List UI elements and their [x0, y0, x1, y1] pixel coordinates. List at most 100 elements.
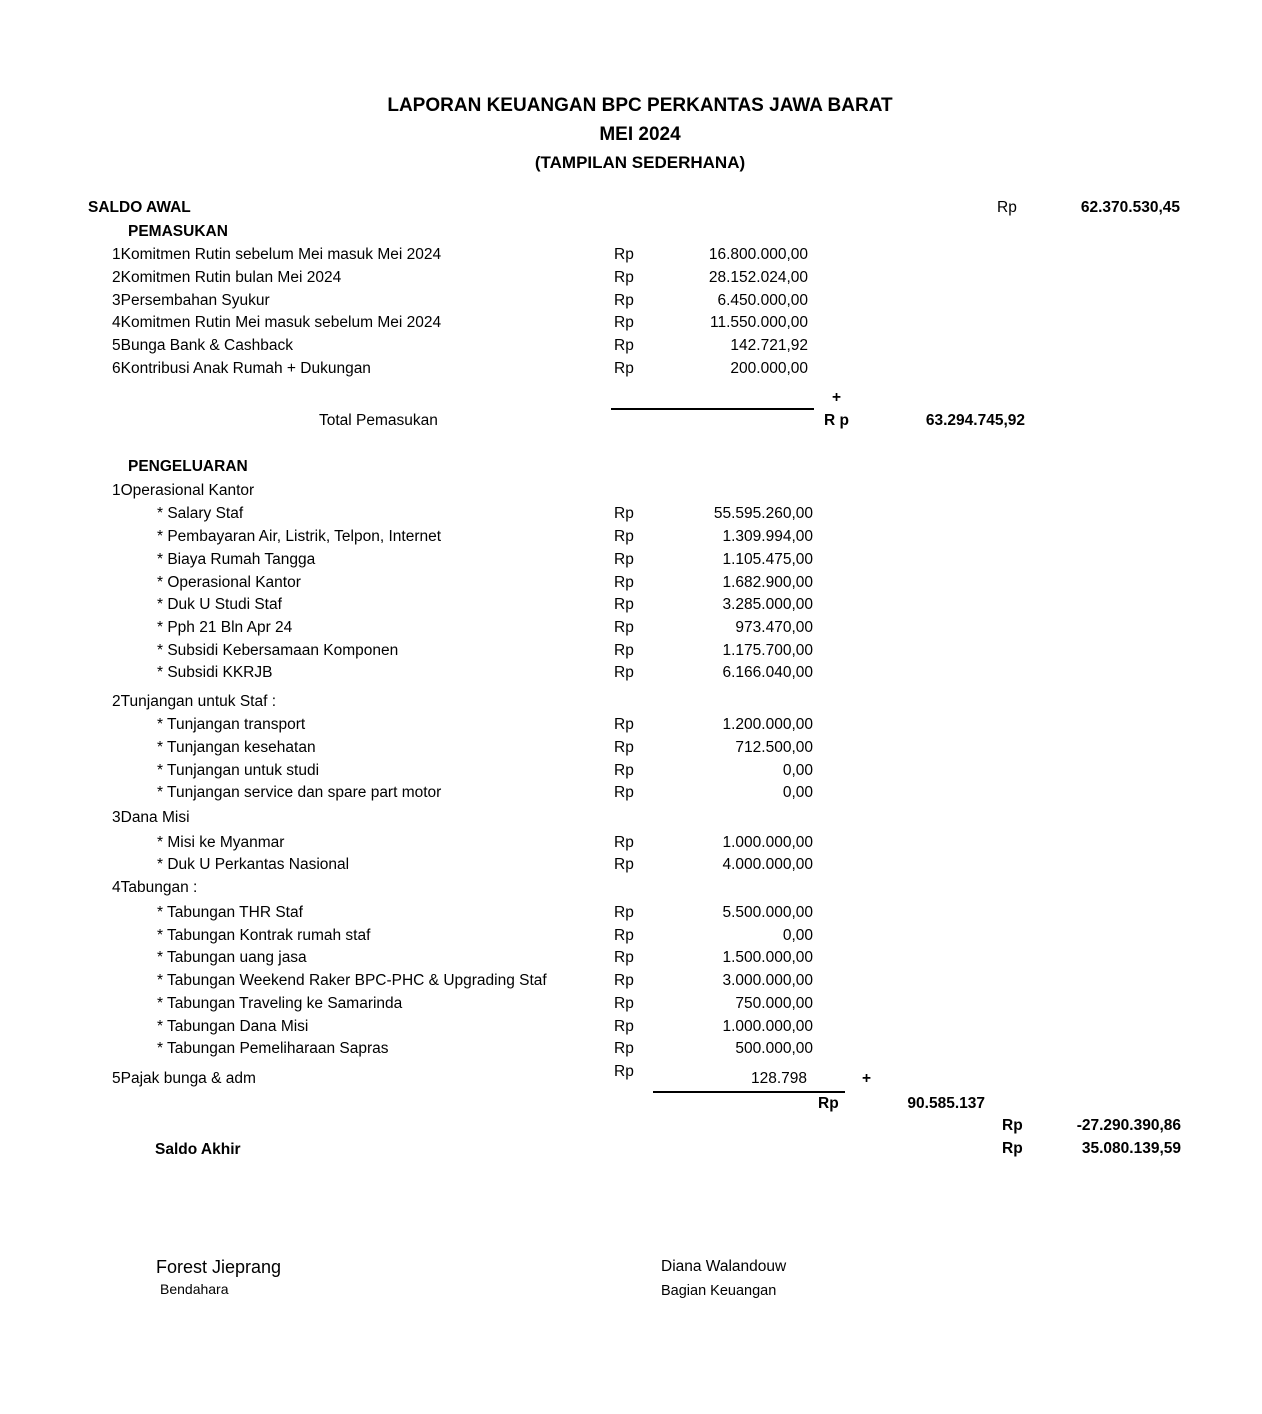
expense-group-label: 4Tabungan :: [112, 879, 198, 896]
pemasukan-heading: PEMASUKAN: [128, 223, 228, 240]
expense-item-currency: Rp: [614, 904, 634, 921]
report-period: MEI 2024: [599, 124, 681, 145]
income-item-currency: Rp: [614, 314, 634, 331]
expense-item-label: * Operasional Kantor: [157, 574, 301, 591]
expense-group-label: 1Operasional Kantor: [112, 482, 255, 499]
report-title: LAPORAN KEUANGAN BPC PERKANTAS JAWA BARA…: [387, 95, 893, 116]
signature-role-keuangan: Bagian Keuangan: [661, 1283, 777, 1299]
expense-item-label: * Tunjangan transport: [157, 716, 306, 733]
income-item-label: 1Komitmen Rutin sebelum Mei masuk Mei 20…: [112, 246, 442, 263]
saldo-akhir-amount: 35.080.139,59: [1081, 1140, 1181, 1157]
expense-item-currency: Rp: [614, 505, 634, 522]
expense-item-label: * Misi ke Myanmar: [157, 834, 285, 851]
expense-item-label: * Pembayaran Air, Listrik, Telpon, Inter…: [157, 528, 442, 545]
pajak-amount: 128.798: [750, 1070, 807, 1087]
pajak-label: 5Pajak bunga & adm: [112, 1070, 256, 1087]
expense-item-currency: Rp: [614, 596, 634, 613]
expense-item-currency: Rp: [614, 642, 634, 659]
expense-item-label: * Subsidi Kebersamaan Komponen: [157, 642, 399, 659]
expense-item-amount: 750.000,00: [735, 995, 813, 1012]
expense-item-amount: 1.200.000,00: [722, 716, 813, 733]
income-item-amount: 142.721,92: [730, 337, 808, 354]
expense-item-label: * Tunjangan service dan spare part motor: [157, 784, 442, 801]
expense-item-currency: Rp: [614, 528, 634, 545]
income-item-amount: 6.450.000,00: [717, 292, 808, 309]
expense-group-label: 2Tunjangan untuk Staf :: [112, 693, 277, 710]
expense-item-amount: 0,00: [782, 784, 813, 801]
income-item-currency: Rp: [614, 360, 634, 377]
pajak-currency: Rp: [614, 1063, 634, 1080]
expense-item-amount: 0,00: [782, 762, 813, 779]
expense-item-amount: 1.105.475,00: [722, 551, 813, 568]
expense-item-currency: Rp: [614, 856, 634, 873]
saldo-awal-amount: 62.370.530,45: [1080, 199, 1180, 216]
income-item-currency: Rp: [614, 292, 634, 309]
expense-item-label: * Tunjangan kesehatan: [157, 739, 316, 756]
income-item-label: 6Kontribusi Anak Rumah + Dukungan: [112, 360, 371, 377]
total-pemasukan-label: Total Pemasukan: [319, 412, 438, 429]
expense-item-amount: 3.285.000,00: [722, 596, 813, 613]
expense-item-label: * Subsidi KKRJB: [157, 664, 273, 681]
expense-item-currency: Rp: [614, 949, 634, 966]
income-sum-line: [611, 408, 814, 410]
expense-item-label: * Duk U Studi Staf: [157, 596, 282, 613]
expense-item-amount: 1.000.000,00: [722, 834, 813, 851]
income-item-label: 3Persembahan Syukur: [112, 292, 270, 309]
expense-group-label: 3Dana Misi: [112, 809, 190, 826]
expense-item-label: * Tabungan Pemeliharaan Sapras: [157, 1040, 389, 1057]
expense-item-amount: 55.595.260,00: [713, 505, 813, 522]
expense-item-currency: Rp: [614, 1040, 634, 1057]
expense-item-amount: 500.000,00: [735, 1040, 813, 1057]
expense-item-currency: Rp: [614, 551, 634, 568]
expense-item-label: * Tabungan Weekend Raker BPC-PHC & Upgra…: [157, 972, 547, 989]
saldo-akhir-currency: Rp: [1002, 1140, 1023, 1157]
expense-item-amount: 6.166.040,00: [722, 664, 813, 681]
expense-item-currency: Rp: [614, 574, 634, 591]
income-item-label: 2Komitmen Rutin bulan Mei 2024: [112, 269, 342, 286]
expense-item-amount: 4.000.000,00: [722, 856, 813, 873]
total-pemasukan-amount: 63.294.745,92: [925, 412, 1025, 429]
expense-item-amount: 3.000.000,00: [722, 972, 813, 989]
expense-plus-sign: +: [862, 1070, 872, 1087]
expense-item-currency: Rp: [614, 834, 634, 851]
expense-sum-line: [653, 1091, 845, 1093]
income-item-currency: Rp: [614, 269, 634, 286]
pengeluaran-heading: PENGELUARAN: [128, 458, 248, 475]
expense-item-amount: 1.682.900,00: [722, 574, 813, 591]
expense-item-amount: 712.500,00: [735, 739, 813, 756]
expense-item-currency: Rp: [614, 927, 634, 944]
signature-name-bendahara: Forest Jieprang: [156, 1257, 282, 1277]
expense-item-currency: Rp: [614, 995, 634, 1012]
expense-item-label: * Tabungan Traveling ke Samarinda: [157, 995, 403, 1012]
income-item-amount: 11.550.000,00: [710, 314, 808, 331]
expense-item-currency: Rp: [614, 739, 634, 756]
expense-item-currency: Rp: [614, 762, 634, 779]
expense-item-label: * Tabungan Dana Misi: [157, 1018, 309, 1035]
saldo-awal-label: SALDO AWAL: [88, 199, 191, 216]
expense-item-label: * Duk U Perkantas Nasional: [157, 856, 350, 873]
expense-item-label: * Biaya Rumah Tangga: [157, 551, 316, 568]
expense-item-label: * Tabungan uang jasa: [157, 949, 307, 966]
expense-item-amount: 1.309.994,00: [722, 528, 813, 545]
expense-item-label: * Tabungan Kontrak rumah staf: [157, 927, 371, 944]
expense-item-currency: Rp: [614, 716, 634, 733]
expense-item-amount: 5.500.000,00: [722, 904, 813, 921]
income-item-amount: 28.152.024,00: [708, 269, 808, 286]
expense-item-label: * Tunjangan untuk studi: [157, 762, 320, 779]
saldo-akhir-label: Saldo Akhir: [155, 1141, 241, 1158]
expense-item-label: * Salary Staf: [157, 505, 244, 522]
total-pengeluaran-currency: Rp: [818, 1095, 839, 1112]
saldo-awal-currency: Rp: [997, 199, 1017, 216]
selisih-currency: Rp: [1002, 1117, 1023, 1134]
expense-item-currency: Rp: [614, 619, 634, 636]
income-item-label: 5Bunga Bank & Cashback: [112, 337, 293, 354]
expense-item-amount: 1.175.700,00: [722, 642, 813, 659]
selisih-amount: -27.290.390,86: [1076, 1117, 1181, 1134]
expense-item-amount: 973.470,00: [735, 619, 813, 636]
expense-item-currency: Rp: [614, 664, 634, 681]
report-subtitle: (TAMPILAN SEDERHANA): [534, 153, 746, 172]
income-item-label: 4Komitmen Rutin Mei masuk sebelum Mei 20…: [112, 314, 442, 331]
expense-item-amount: 1.500.000,00: [722, 949, 813, 966]
expense-item-currency: Rp: [614, 784, 634, 801]
income-item-amount: 200.000,00: [730, 360, 808, 377]
